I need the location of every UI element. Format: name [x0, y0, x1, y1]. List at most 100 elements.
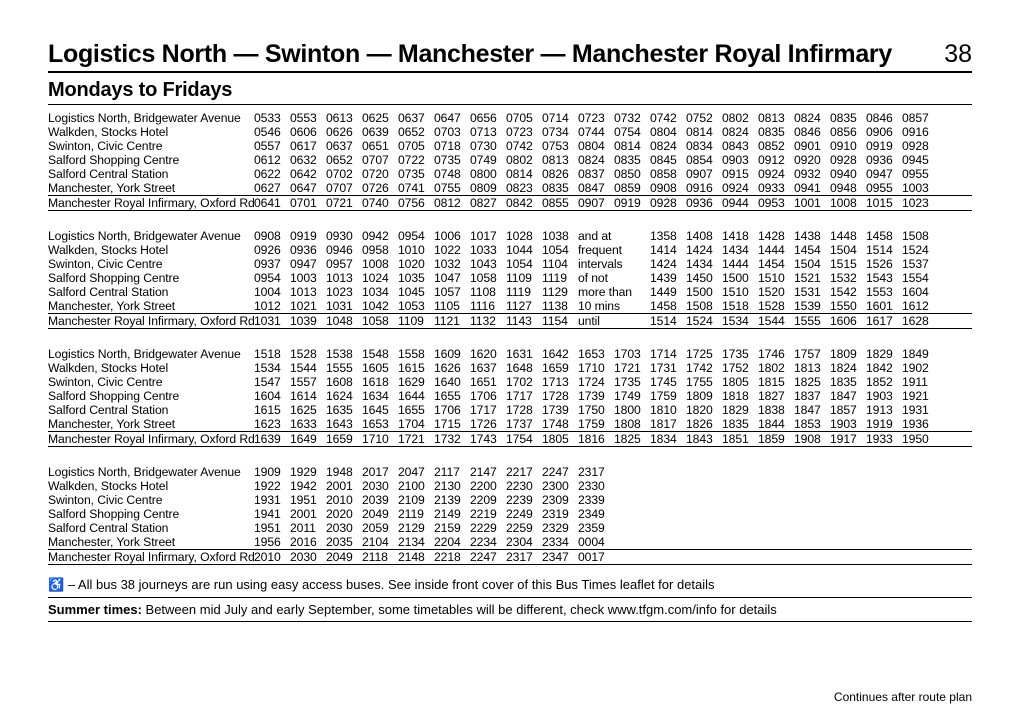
time-cell: 1948: [326, 465, 362, 479]
time-cell: 0944: [722, 196, 758, 210]
time-cell: 0834: [686, 139, 722, 153]
time-cell: 2030: [362, 479, 398, 493]
time-cell: 1810: [650, 403, 686, 417]
time-cell: 1454: [794, 243, 830, 257]
interval-note: more than: [578, 285, 650, 299]
stop-name: Salford Central Station: [48, 285, 254, 299]
time-cell: 1917: [830, 432, 866, 446]
time-cell: 1127: [506, 299, 542, 313]
stop-name: Walkden, Stocks Hotel: [48, 479, 254, 493]
time-cell: 1010: [398, 243, 434, 257]
time-cell: 1031: [326, 299, 362, 313]
time-cell: 1750: [578, 403, 614, 417]
time-cell: 0928: [650, 196, 686, 210]
time-cell: 1023: [902, 196, 938, 210]
time-cell: 1635: [326, 403, 362, 417]
times: 1623163316431653170417151726173717481759…: [254, 417, 938, 431]
time-cell: 0835: [614, 153, 650, 167]
time-cell: 1633: [290, 417, 326, 431]
time-cell: 1835: [722, 417, 758, 431]
time-cell: 1044: [506, 243, 542, 257]
time-cell: 0912: [758, 153, 794, 167]
time-cell: 1022: [434, 243, 470, 257]
time-cell: 1624: [326, 389, 362, 403]
time-cell: 2317: [506, 550, 542, 564]
time-cell: 0858: [650, 167, 686, 181]
time-cell: 1919: [866, 417, 902, 431]
time-cell: 2319: [542, 507, 578, 521]
time-cell: 1012: [254, 299, 290, 313]
stop-name: Logistics North, Bridgewater Avenue: [48, 111, 254, 125]
time-cell: 0936: [686, 196, 722, 210]
time-cell: 0835: [830, 111, 866, 125]
time-cell: 1054: [542, 243, 578, 257]
time-cell: 0726: [362, 181, 398, 195]
time-cell: 0622: [254, 167, 290, 181]
time-cell: 1047: [434, 271, 470, 285]
time-cell: 1950: [902, 432, 938, 446]
time-cell: 1053: [398, 299, 434, 313]
time-cell: 1543: [866, 271, 902, 285]
time-cell: 2020: [326, 507, 362, 521]
time-cell: 0004: [578, 535, 614, 549]
time-cell: 0855: [542, 196, 578, 210]
time-cell: 1743: [470, 432, 506, 446]
time-cell: 1604: [902, 285, 938, 299]
time-cell: 1358: [650, 229, 686, 243]
time-cell: 1531: [794, 285, 830, 299]
time-cell: 0835: [758, 125, 794, 139]
table-row: Logistics North, Bridgewater Avenue19091…: [48, 465, 972, 479]
time-cell: 1109: [398, 314, 434, 328]
time-cell: 1458: [866, 229, 902, 243]
stop-name: Swinton, Civic Centre: [48, 493, 254, 507]
route-title: Logistics North — Swinton — Manchester —…: [48, 40, 892, 69]
time-cell: 0850: [614, 167, 650, 181]
times: 1956201620352104213422042234230423340004: [254, 535, 614, 549]
time-cell: 2219: [470, 507, 506, 521]
time-cell: 0916: [686, 181, 722, 195]
interval-note: 10 mins: [578, 299, 650, 313]
time-cell: 1449: [650, 285, 686, 299]
time-cell: 1825: [794, 375, 830, 389]
time-cell: 0843: [722, 139, 758, 153]
time-cell: 0705: [398, 139, 434, 153]
time-cell: 1805: [542, 432, 578, 446]
stop-name: Logistics North, Bridgewater Avenue: [48, 347, 254, 361]
table-row: Walkden, Stocks Hotel0546060606260639065…: [48, 125, 972, 139]
times: 0622064207020720073507480800081408260837…: [254, 167, 938, 181]
time-cell: 1504: [830, 243, 866, 257]
time-cell: 1008: [830, 196, 866, 210]
timetable-block: Logistics North, Bridgewater Avenue19091…: [48, 465, 972, 565]
continues-note: Continues after route plan: [834, 690, 972, 704]
summer-bold: Summer times:: [48, 602, 142, 617]
times: 0641070107210740075608120827084208550907…: [254, 196, 938, 210]
times: 100410131023103410451057110811191129more…: [254, 285, 938, 299]
time-cell: 1618: [362, 375, 398, 389]
time-cell: 0714: [542, 111, 578, 125]
time-cell: 0955: [902, 167, 938, 181]
time-cell: 1105: [434, 299, 470, 313]
time-cell: 0936: [866, 153, 902, 167]
time-cell: 1038: [542, 229, 578, 243]
time-cell: 0627: [254, 181, 290, 195]
time-cell: 0915: [722, 167, 758, 181]
time-cell: 0642: [290, 167, 326, 181]
time-cell: 1728: [542, 389, 578, 403]
time-cell: 1843: [686, 432, 722, 446]
time-cell: 1649: [290, 432, 326, 446]
table-row: Manchester Royal Infirmary, Oxford Rd163…: [48, 432, 972, 447]
time-cell: 1757: [794, 347, 830, 361]
time-cell: 1015: [866, 196, 902, 210]
access-footnote-text: – All bus 38 journeys are run using easy…: [68, 577, 715, 592]
time-cell: 0846: [866, 111, 902, 125]
time-cell: 2229: [470, 521, 506, 535]
time-cell: 1601: [866, 299, 902, 313]
time-cell: 0955: [866, 181, 902, 195]
stop-name: Walkden, Stocks Hotel: [48, 361, 254, 375]
time-cell: 2230: [506, 479, 542, 493]
table-row: Manchester, York Street10121021103110421…: [48, 299, 972, 314]
time-cell: 2149: [434, 507, 470, 521]
time-cell: 1644: [398, 389, 434, 403]
time-cell: 1721: [398, 432, 434, 446]
time-cell: 1737: [506, 417, 542, 431]
